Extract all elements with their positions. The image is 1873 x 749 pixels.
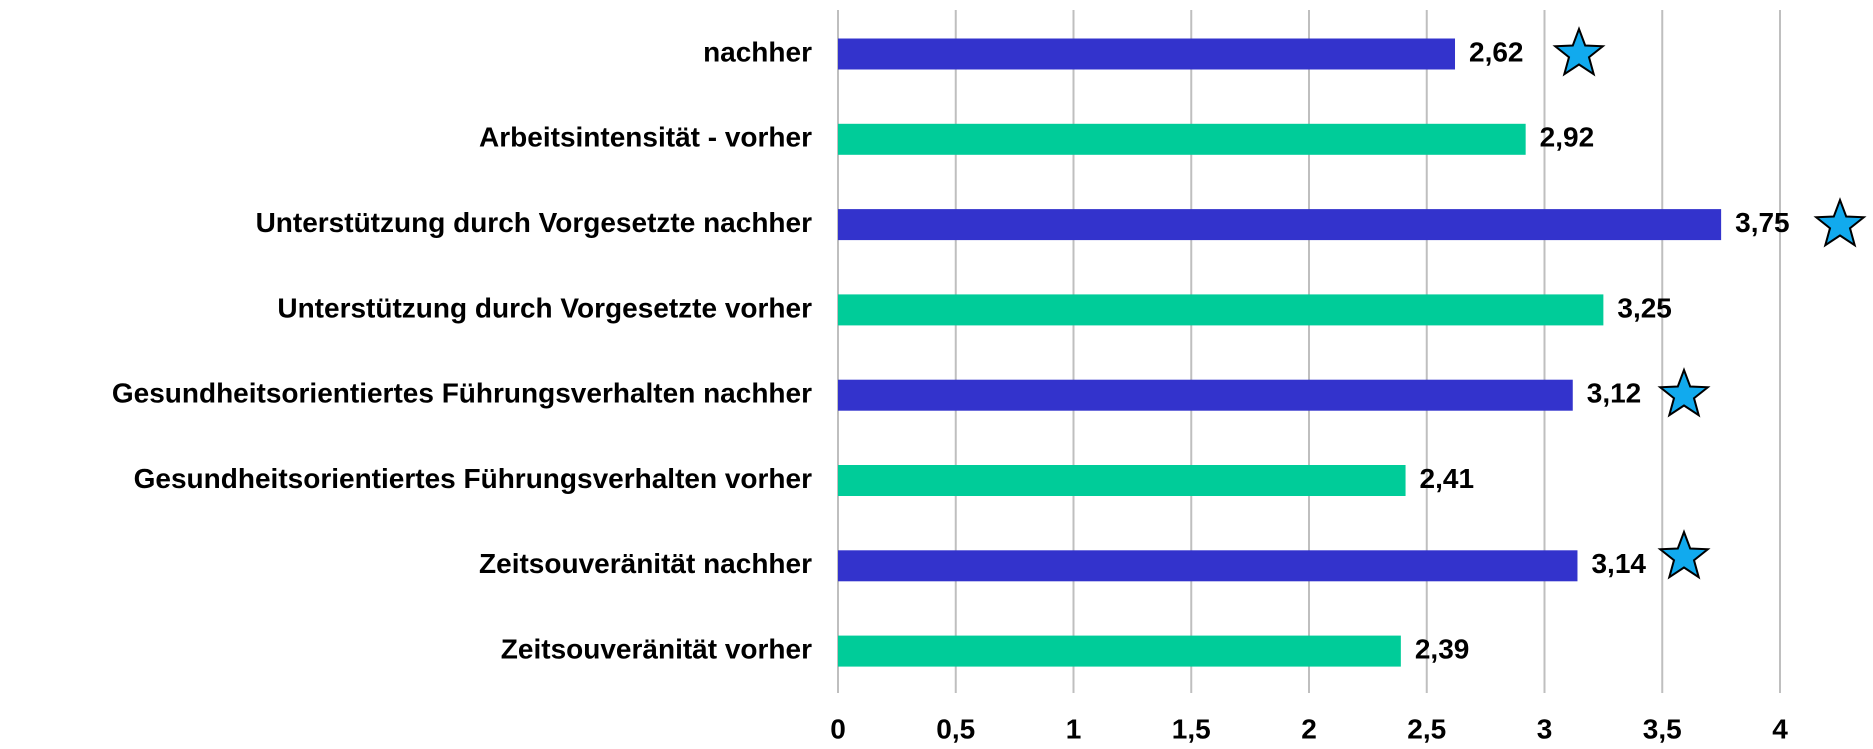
x-tick-label: 0: [830, 713, 846, 744]
x-tick-label: 1: [1066, 713, 1082, 744]
bar: [838, 38, 1456, 70]
data-label: 3,75: [1735, 207, 1790, 238]
x-tick-label: 2: [1301, 713, 1317, 744]
x-tick-label: 0,5: [936, 713, 975, 744]
x-tick-label: 1,5: [1172, 713, 1211, 744]
data-label: 2,92: [1540, 122, 1595, 153]
star-icon: [1552, 26, 1606, 77]
x-tick-label: 4: [1772, 713, 1788, 744]
y-tick-label: Gesundheitsorientiertes Führungsverhalte…: [112, 378, 812, 409]
bar: [838, 209, 1722, 241]
data-label: 3,12: [1587, 378, 1642, 409]
star-icon: [1813, 197, 1867, 248]
y-tick-label: Zeitsouveränität vorher: [501, 633, 812, 664]
data-label: 3,14: [1591, 548, 1646, 579]
bar: [838, 465, 1406, 496]
bar: [838, 635, 1401, 667]
bar: [838, 379, 1573, 411]
y-tick-label: nachher: [703, 36, 812, 67]
bar: [838, 294, 1604, 326]
x-tick-label: 3,5: [1643, 713, 1682, 744]
star-icon: [1657, 367, 1711, 418]
y-tick-label: Zeitsouveränität nachher: [479, 548, 812, 579]
data-label: 3,25: [1617, 292, 1672, 323]
y-tick-label: Unterstützung durch Vorgesetzte vorher: [277, 292, 812, 323]
data-label: 2,39: [1415, 633, 1470, 664]
x-tick-label: 2,5: [1407, 713, 1446, 744]
data-label: 2,41: [1420, 463, 1475, 494]
x-tick-label: 3: [1537, 713, 1553, 744]
star-icon: [1657, 529, 1711, 580]
y-tick-label: Arbeitsintensität - vorher: [479, 122, 812, 153]
y-tick-label: Gesundheitsorientiertes Führungsverhalte…: [134, 463, 812, 494]
data-label: 2,62: [1469, 36, 1524, 67]
y-tick-label: Unterstützung durch Vorgesetzte nachher: [256, 207, 813, 238]
bar: [838, 550, 1578, 582]
bar: [838, 123, 1526, 155]
